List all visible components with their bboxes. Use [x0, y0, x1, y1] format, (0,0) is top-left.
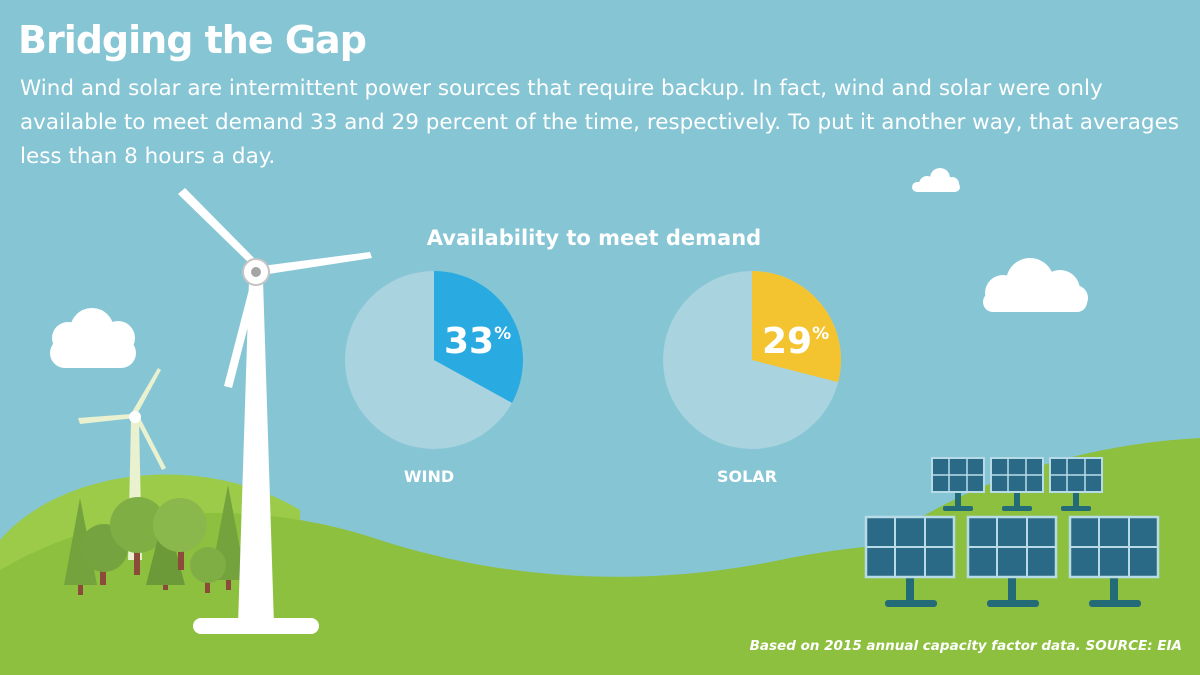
wind-category-label: WIND — [404, 467, 454, 486]
wind-turbine-icon — [178, 188, 372, 634]
wind-percent-label: 33% — [444, 321, 511, 362]
page-title: Bridging the Gap — [18, 18, 367, 62]
solar-pie-slice — [752, 271, 841, 383]
wind-pie-slice — [434, 271, 524, 403]
description-text: Wind and solar are intermittent power so… — [20, 76, 1179, 169]
source-note: Based on 2015 annual capacity factor dat… — [749, 638, 1182, 654]
cloud-icon — [983, 258, 1088, 312]
cloud-icon — [50, 308, 136, 368]
solar-category-label: SOLAR — [717, 467, 777, 486]
solar-panels-icon — [864, 457, 1160, 607]
cloud-icon — [912, 168, 960, 192]
chart-title: Availability to meet demand — [426, 226, 762, 250]
trees — [64, 485, 246, 595]
